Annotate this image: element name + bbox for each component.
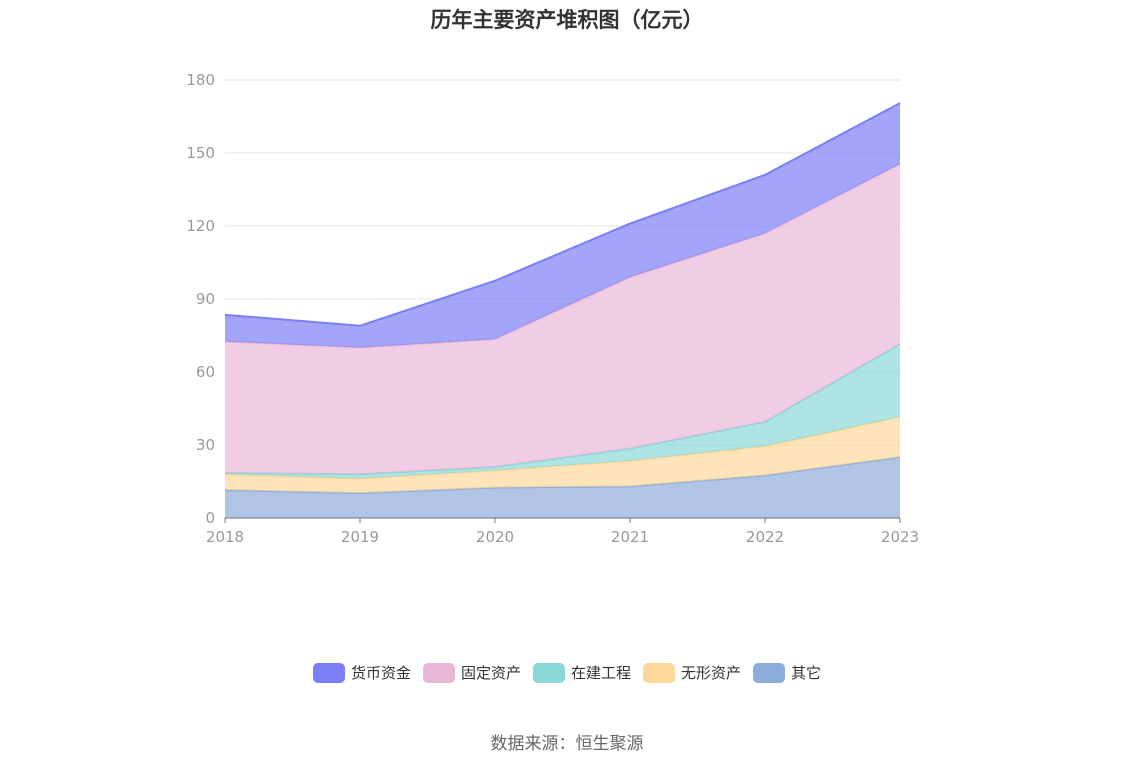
area-series-2[interactable] (225, 344, 900, 479)
legend-swatch (643, 662, 675, 683)
axes: 0 30 60 90 120 150 180 2018 2019 2020 2021 2022 2023 (186, 71, 919, 546)
chart-title: 历年主要资产堆积图（亿元） (430, 8, 704, 32)
legend-item[interactable]: 其它 (753, 662, 821, 683)
area-series-4[interactable] (225, 103, 900, 348)
area-series-line-1 (224, 416, 901, 480)
source-note: 数据来源：恒生聚源 (490, 734, 644, 754)
area-series-3[interactable] (225, 163, 900, 475)
x-tick-label: 2018 (206, 528, 244, 546)
y-tick-label: 180 (186, 71, 215, 89)
area-series-line-4 (224, 102, 901, 327)
x-tick-label: 2022 (746, 528, 784, 546)
legend-item[interactable]: 固定资产 (422, 662, 521, 683)
legend-label: 在建工程 (570, 664, 631, 682)
legend-item[interactable]: 在建工程 (532, 662, 631, 683)
legend-item[interactable]: 无形资产 (643, 662, 741, 683)
legend-swatch (422, 662, 455, 683)
area-series-group (224, 102, 901, 518)
y-tick-label: 60 (196, 363, 215, 381)
y-tick-label: 30 (196, 436, 215, 454)
x-tick-label: 2021 (611, 528, 649, 546)
legend-swatch (753, 662, 786, 683)
y-tick-label: 90 (196, 290, 215, 308)
x-tick-label: 2019 (341, 528, 379, 546)
y-tick-label: 120 (186, 217, 215, 235)
x-tick-label: 2023 (881, 528, 919, 546)
legend-label: 其它 (791, 664, 822, 682)
y-tick-label: 0 (205, 509, 215, 527)
legend-item[interactable]: 货币资金 (312, 662, 411, 683)
legend-label: 货币资金 (350, 664, 411, 682)
y-tick-label: 150 (186, 144, 215, 162)
legend-swatch (312, 662, 345, 683)
legend-swatch (532, 662, 565, 683)
legend-label: 固定资产 (460, 664, 521, 682)
legend: 货币资金 固定资产 在建工程 无形资产 其它 (0, 662, 1134, 683)
x-tick-label: 2020 (476, 528, 514, 546)
legend-label: 无形资产 (681, 664, 742, 682)
area-series-1[interactable] (225, 417, 900, 494)
